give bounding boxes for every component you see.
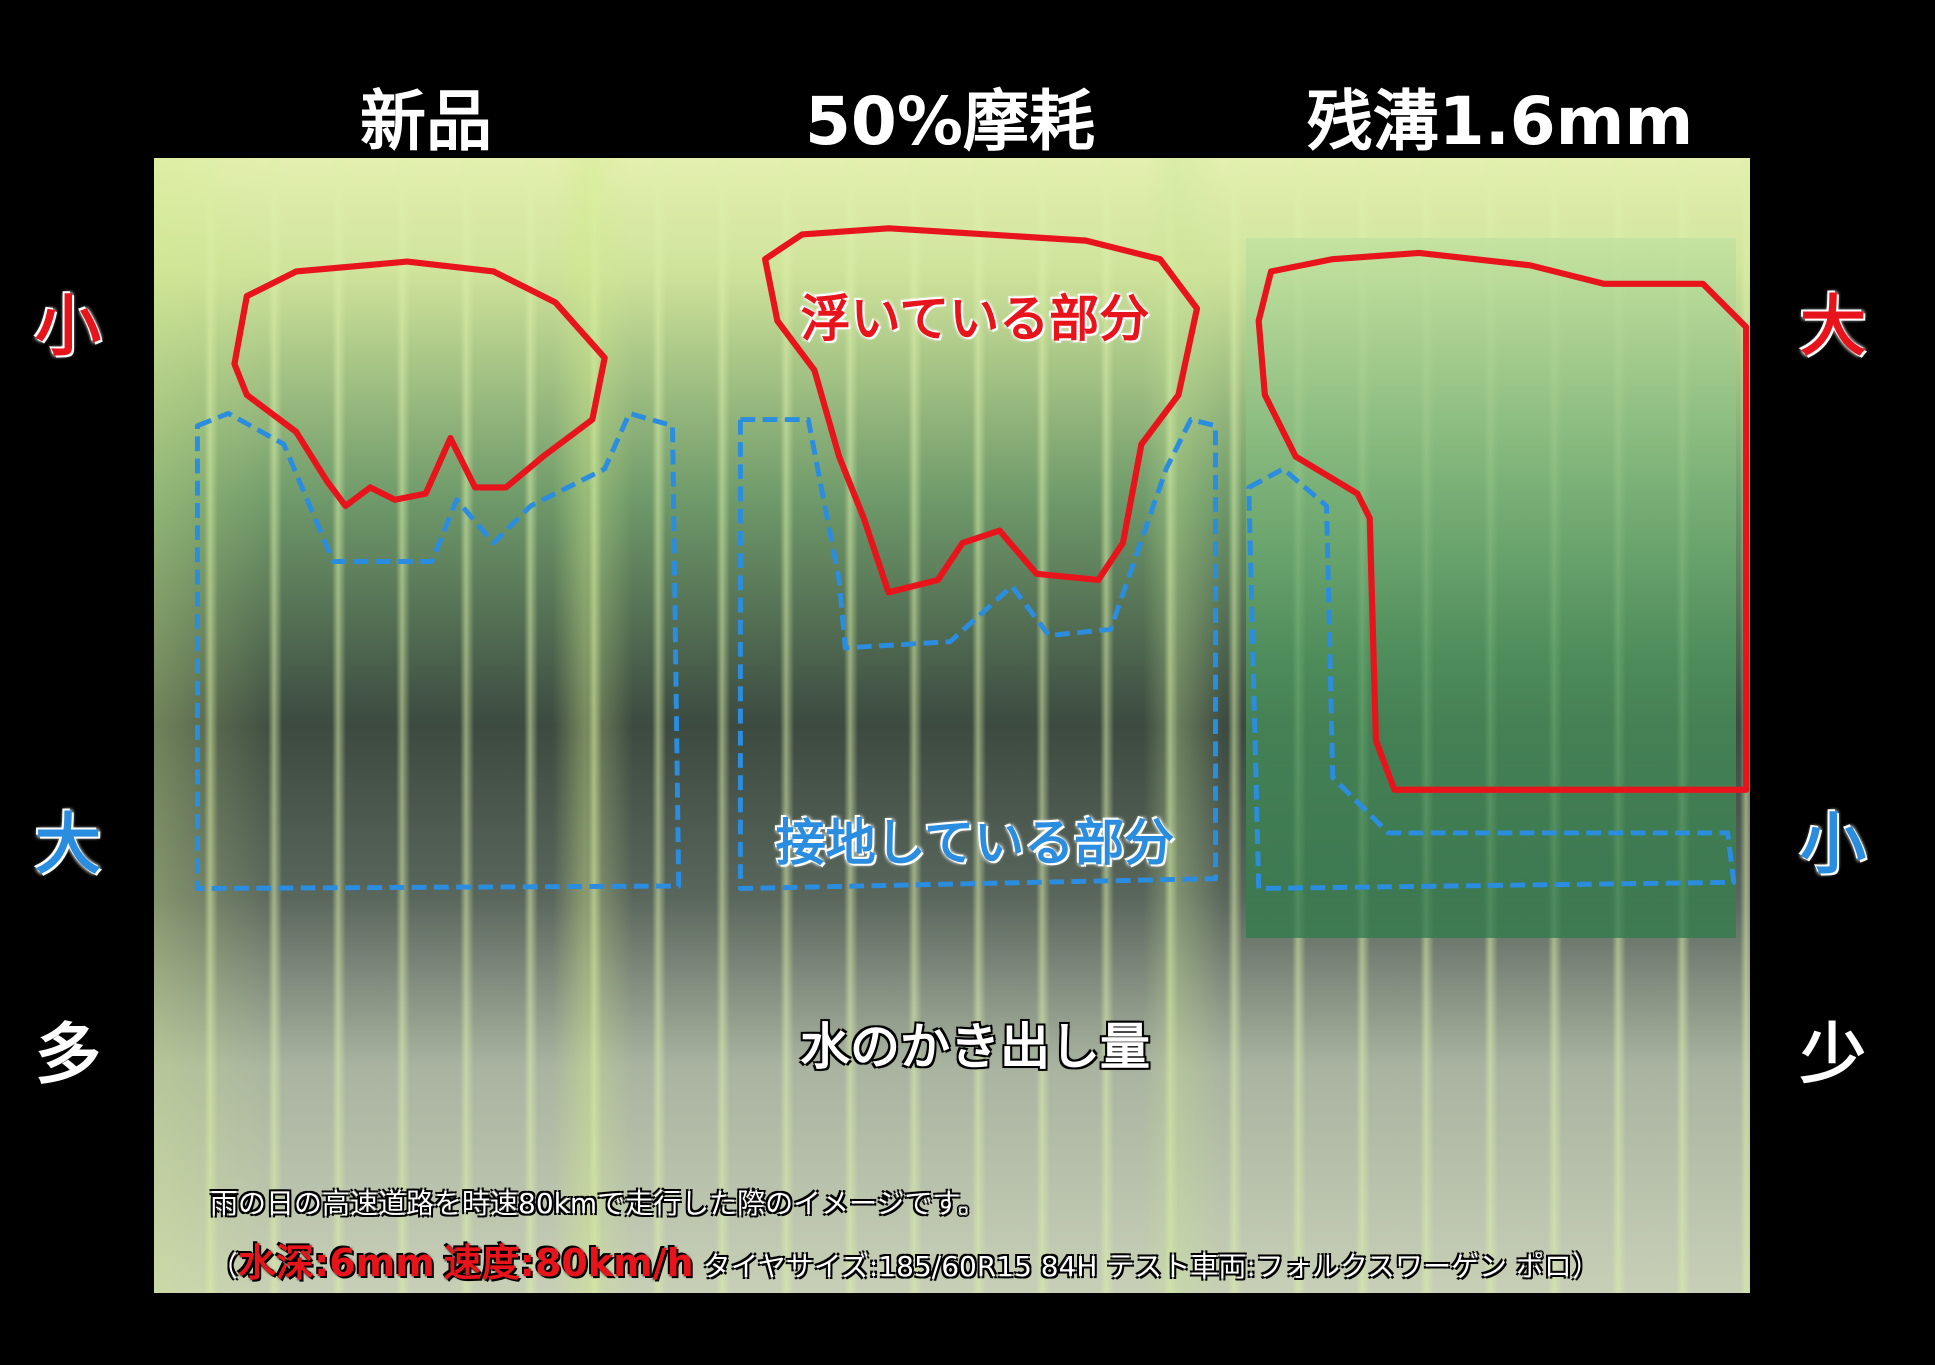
header-half-worn: 50%摩耗 bbox=[805, 83, 1095, 160]
caption-line-2: （水深:6mm 速度:80km/h タイヤサイズ:185/60R15 84H テ… bbox=[210, 1232, 1600, 1287]
floating-outline-half-worn bbox=[761, 225, 1201, 596]
floating-outline-remaining bbox=[1255, 249, 1750, 793]
contact-outline-half-worn bbox=[737, 417, 1218, 891]
water-evacuation-label: 水のかき出し量 bbox=[800, 1018, 1150, 1076]
caption-open-paren: （ bbox=[210, 1250, 239, 1283]
right-label-small: 小 bbox=[1800, 806, 1866, 883]
left-label-many: 多 bbox=[35, 1016, 101, 1093]
test-details: タイヤサイズ:185/60R15 84H テスト車両:フォルクスワーゲン ポロ） bbox=[702, 1250, 1600, 1283]
header-new: 新品 bbox=[360, 83, 492, 160]
caption-line-1: 雨の日の高速道路を時速80kmで走行した際のイメージです。 bbox=[210, 1187, 986, 1220]
water-depth: 水深:6mm bbox=[238, 1241, 435, 1285]
tire-hydroplaning-photo bbox=[154, 158, 1750, 1293]
left-label-small: 小 bbox=[35, 288, 101, 365]
contact-outline-new bbox=[194, 410, 682, 891]
right-label-few: 少 bbox=[1800, 1016, 1866, 1093]
speed: 速度:80km/h bbox=[443, 1241, 694, 1285]
contact-outline-remaining bbox=[1246, 466, 1737, 891]
floating-area-label: 浮いている部分 bbox=[800, 290, 1150, 348]
left-label-large: 大 bbox=[35, 806, 101, 883]
floating-outline-new bbox=[231, 258, 608, 510]
right-label-large: 大 bbox=[1800, 288, 1866, 365]
header-remaining: 残溝1.6mm bbox=[1306, 83, 1694, 160]
contact-area-label: 接地している部分 bbox=[775, 814, 1175, 872]
